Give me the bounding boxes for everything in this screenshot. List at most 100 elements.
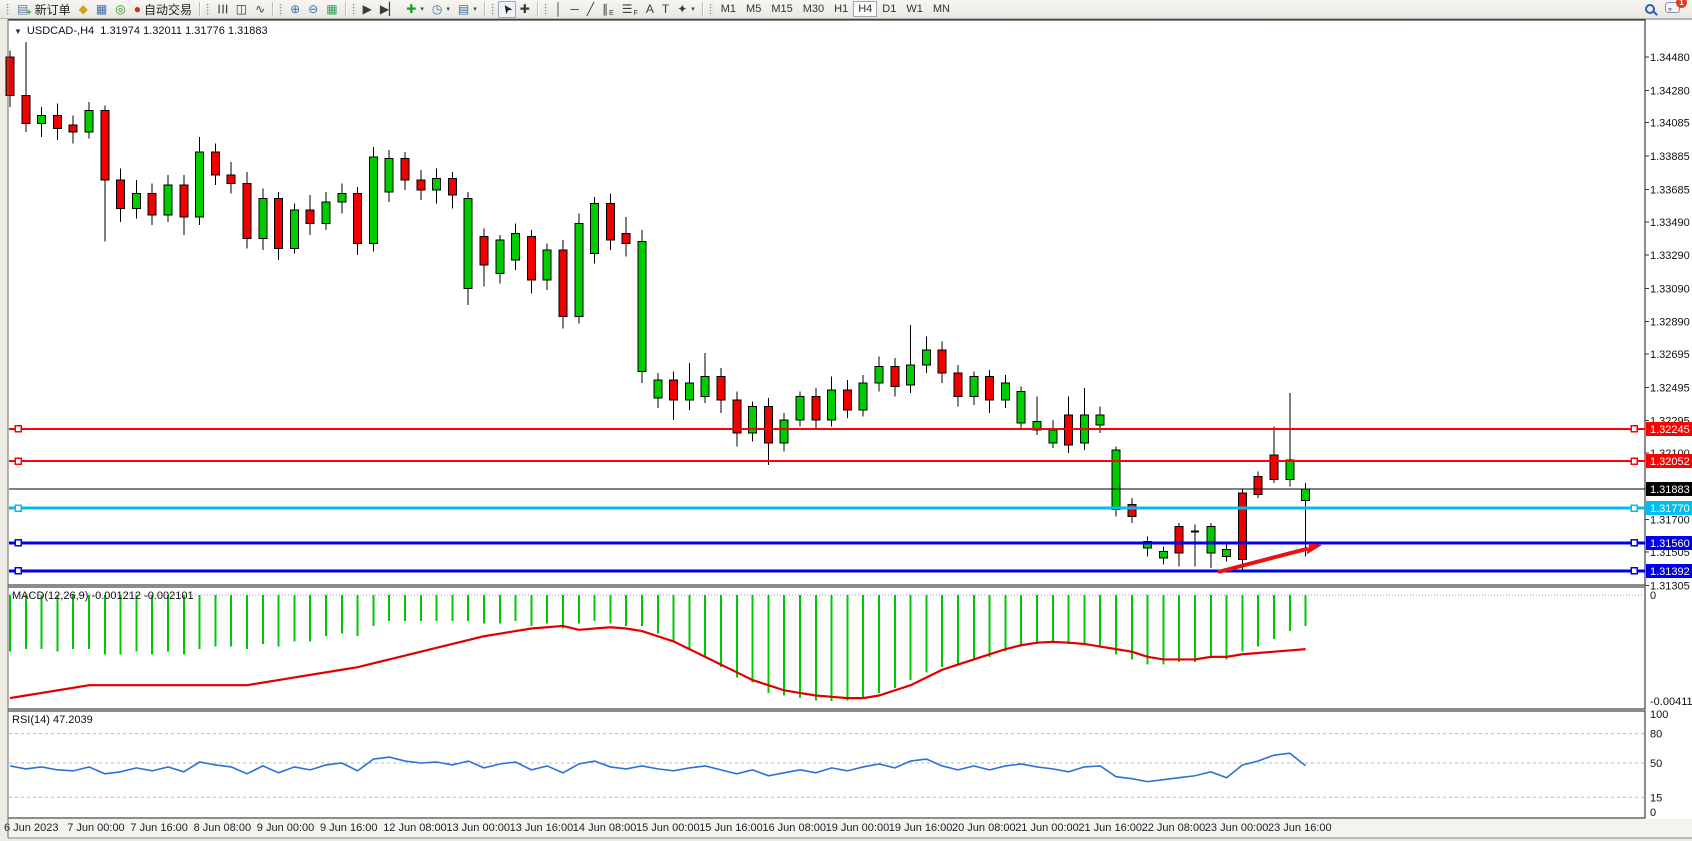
- toolbar-grip: [708, 2, 713, 16]
- indicators-button[interactable]: ✚ ▾: [402, 1, 428, 18]
- line-drag-handle[interactable]: [14, 504, 22, 512]
- bull-candle: [637, 241, 647, 373]
- timeframe-m5-button[interactable]: M5: [746, 3, 762, 15]
- bull-candle: [258, 197, 268, 239]
- zoom-out-icon: ⊖: [308, 2, 319, 16]
- trendline-button[interactable]: ╱: [583, 1, 598, 18]
- time-tick-label: 15 Jun 16:00: [699, 822, 763, 834]
- periods-button[interactable]: ◷ ▾: [428, 1, 454, 18]
- chart-shift-button[interactable]: ▶▏: [376, 1, 402, 18]
- zoom-out-button[interactable]: ⊖: [304, 1, 322, 18]
- line-drag-handle[interactable]: [1630, 425, 1638, 433]
- bull-candle: [574, 222, 584, 318]
- channel-button[interactable]: ∥ E: [598, 1, 618, 18]
- timeframe-w1-button[interactable]: W1: [906, 3, 923, 15]
- horizontal-line-1.32052[interactable]: 1.32052: [9, 454, 1692, 469]
- chevron-down-icon[interactable]: ▾: [446, 6, 450, 13]
- bull-candle: [1016, 391, 1026, 424]
- templates-button[interactable]: ▤ ▾: [454, 1, 481, 18]
- bear-candle: [937, 349, 947, 374]
- fibonacci-button[interactable]: ☰ F: [618, 1, 642, 18]
- new-order-button[interactable]: ▤ + 新订单: [13, 1, 75, 18]
- line-drag-handle[interactable]: [1630, 539, 1638, 547]
- crosshair-button[interactable]: ✚: [516, 1, 534, 18]
- line-drag-handle[interactable]: [14, 539, 22, 547]
- bear-candle: [52, 114, 62, 130]
- zoom-in-button[interactable]: ⊕: [286, 1, 304, 18]
- bar-chart-button[interactable]: ☰: [213, 1, 232, 18]
- timeframe-m1-button[interactable]: M1: [720, 3, 737, 15]
- price-tick-label: 1.34480: [1650, 52, 1690, 64]
- bear-candle: [669, 379, 679, 401]
- horizontal-line-1.31560[interactable]: 1.31560: [9, 535, 1692, 550]
- strategy-tester-button[interactable]: ▦: [92, 1, 111, 18]
- line-chart-icon: ∿: [255, 2, 266, 16]
- timeframe-m30-button[interactable]: M30: [802, 3, 825, 15]
- arrows-button[interactable]: ✦ ▾: [673, 1, 699, 18]
- text-label-button[interactable]: T: [658, 1, 673, 18]
- symbol-ohlc-text: USDCAD-,H4 1.31974 1.32011 1.31776 1.318…: [26, 25, 268, 37]
- price-tick-label: 1.34085: [1650, 118, 1690, 130]
- line-drag-handle[interactable]: [14, 425, 22, 433]
- bull-candle: [748, 406, 758, 434]
- vertical-line-button[interactable]: │: [551, 1, 567, 18]
- timeframe-mn-button[interactable]: MN: [932, 3, 950, 15]
- bull-candle: [1048, 429, 1058, 444]
- toolbar-grip: [351, 2, 356, 16]
- market-watch-button[interactable]: ◆: [75, 1, 92, 18]
- time-tick-label: 21 Jun 00:00: [1015, 822, 1079, 834]
- horizontal-line-1.32245[interactable]: 1.32245: [9, 421, 1692, 436]
- candlestick-chart-button[interactable]: ◫: [232, 1, 251, 18]
- price-tick-label: 1.34280: [1650, 85, 1690, 97]
- notifications-button[interactable]: 1: [1665, 0, 1687, 16]
- cursor-button[interactable]: ➤: [497, 0, 516, 18]
- timeframe-h1-button[interactable]: H1: [834, 3, 849, 15]
- bear-candle: [526, 236, 536, 281]
- bull-candle: [37, 114, 47, 125]
- autotrading-button[interactable]: ● 自动交易: [130, 1, 196, 18]
- line-chart-button[interactable]: ∿: [251, 1, 269, 18]
- line-drag-handle[interactable]: [1630, 504, 1638, 512]
- horizontal-line-1.31392[interactable]: 1.31392: [9, 563, 1692, 578]
- line-drag-handle[interactable]: [1630, 567, 1638, 575]
- bear-candle: [179, 184, 189, 218]
- symbol-dropdown-caret[interactable]: ▼: [14, 26, 22, 36]
- time-tick-label: 19 Jun 16:00: [889, 822, 953, 834]
- chevron-down-icon[interactable]: ▾: [691, 6, 695, 13]
- toolbar-separator: [483, 2, 486, 16]
- line-drag-handle[interactable]: [1630, 457, 1638, 465]
- auto-scroll-button[interactable]: ▶: [359, 1, 376, 18]
- toolbar-grip: [490, 2, 495, 16]
- bear-candle: [416, 179, 426, 191]
- time-tick-label: 12 Jun 08:00: [383, 822, 447, 834]
- chart-window: 1.34480 1.34280 1.34085 1.33885 1.33685 1.334…: [0, 19, 1692, 841]
- bear-candle: [732, 399, 742, 434]
- price-tick-label: 1.32495: [1650, 382, 1690, 394]
- timeframe-m15-button[interactable]: M15: [771, 3, 793, 15]
- horizontal-line-1.31770[interactable]: 1.31770: [9, 501, 1692, 516]
- tile-windows-button[interactable]: ▦: [322, 1, 341, 18]
- timeframe-h4-button[interactable]: H4: [853, 1, 878, 17]
- line-drag-handle[interactable]: [14, 567, 22, 575]
- trend-arrow-annotation[interactable]: [1217, 543, 1322, 574]
- signals-button[interactable]: ◎: [111, 1, 129, 18]
- time-tick-label: 9 Jun 00:00: [257, 822, 315, 834]
- text-button[interactable]: A: [642, 1, 658, 18]
- fibonacci-icon: ☰: [621, 2, 633, 16]
- timeframe-d1-button[interactable]: D1: [882, 3, 897, 15]
- auto-scroll-icon: ▶: [362, 2, 372, 16]
- bull-candle: [337, 192, 347, 203]
- bull-candle: [368, 156, 378, 244]
- search-icon[interactable]: [1645, 4, 1655, 14]
- symbol-title[interactable]: ▼ USDCAD-,H4 1.31974 1.32011 1.31776 1.3…: [14, 25, 268, 37]
- horizontal-line-button[interactable]: ─: [566, 1, 583, 18]
- chevron-down-icon[interactable]: ▾: [420, 6, 424, 13]
- bear-candle: [479, 236, 489, 266]
- price-badge-label: 1.31392: [1650, 566, 1690, 578]
- bull-candle: [1111, 449, 1121, 511]
- line-drag-handle[interactable]: [14, 457, 22, 465]
- bear-candle: [305, 209, 315, 224]
- bull-candle: [969, 376, 979, 398]
- chevron-down-icon[interactable]: ▾: [473, 6, 477, 13]
- bull-candle: [906, 364, 916, 386]
